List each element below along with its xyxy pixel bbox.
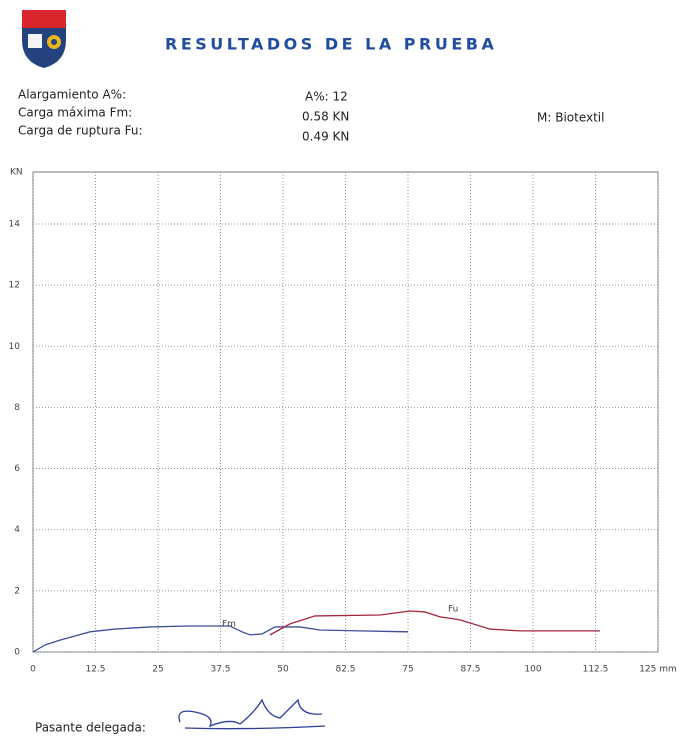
info-label: Carga máxima Fm: [18,106,132,120]
y-tick-label: 0 [14,648,20,658]
material: M: Biotextil [537,111,604,125]
y-tick-label: 4 [14,525,20,535]
series-name: Fm [222,619,236,629]
x-tick-label: 112.5 [583,665,609,675]
x-tick-label: 12.5 [85,665,105,675]
x-tick-label: 75 [402,665,413,675]
x-tick-label: 37.5 [210,665,230,675]
y-tick-label: 12 [9,281,20,291]
y-tick-label: 6 [14,464,20,474]
x-tick-label: 100 [524,665,541,675]
y-tick-label: 10 [9,342,21,352]
y-axis-label: KN [10,168,23,178]
info-label: Alargamiento A%: [18,88,126,102]
x-tick-label: 0 [30,665,36,675]
footer-label: Pasante delegada: [35,721,146,735]
series-line [269,610,600,636]
logo [22,10,66,68]
info-value: 0.58 KN [302,110,349,124]
title: RESULTADOS DE LA PRUEBA [165,35,497,54]
y-tick-label: 14 [9,219,21,229]
signature [178,698,326,730]
x-tick-label: 82.5 [335,665,355,675]
x-tick-label: 87.5 [460,665,480,675]
series-line [32,625,409,653]
series-name: Fu [448,604,458,614]
x-tick-label: 50 [277,665,289,675]
x-tick-label: 25 [152,665,163,675]
info-label: Carga de ruptura Fu: [18,124,143,138]
y-tick-label: 8 [14,403,20,413]
y-tick-label: 2 [14,586,20,596]
x-tick-label: 125 mm [639,665,677,675]
info-value: 0.49 KN [302,130,349,144]
info-value: A%: 12 [305,90,348,104]
